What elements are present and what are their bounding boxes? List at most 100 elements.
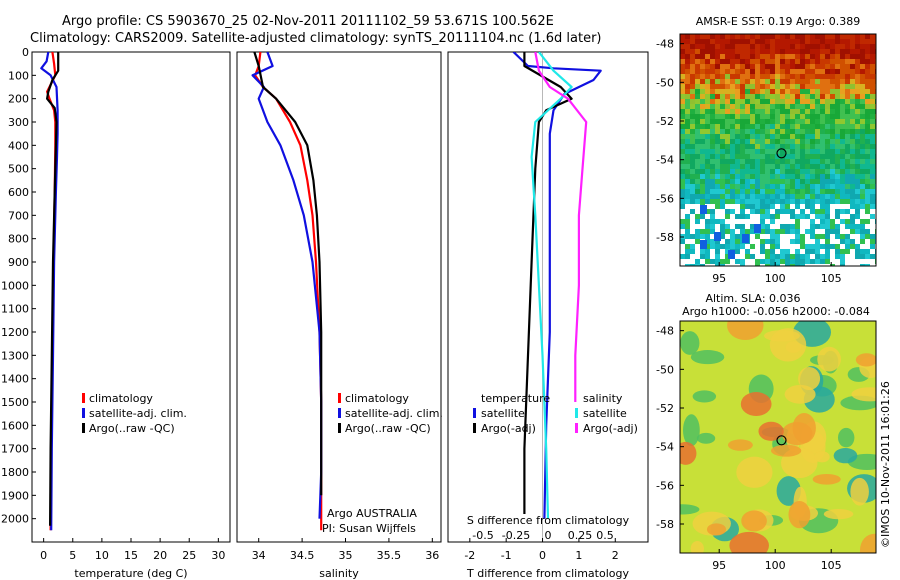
sst-cell bbox=[735, 104, 740, 109]
sst-cell bbox=[705, 224, 710, 229]
sst-cell bbox=[720, 199, 725, 204]
sst-cell bbox=[760, 69, 765, 74]
sst-cell bbox=[710, 219, 715, 224]
sst-cell bbox=[760, 174, 765, 179]
sst-cell bbox=[740, 229, 745, 234]
sla-anomaly-blob bbox=[740, 392, 772, 417]
sst-cell bbox=[700, 149, 705, 154]
sst-cell bbox=[770, 169, 775, 174]
sst-cell bbox=[810, 99, 815, 104]
sla-anomaly-blob bbox=[736, 456, 773, 488]
sst-cell bbox=[700, 34, 705, 39]
sst-cell bbox=[845, 124, 850, 129]
sst-cell bbox=[730, 154, 735, 159]
sst-cell bbox=[680, 174, 685, 179]
sst-cell bbox=[770, 84, 775, 89]
sst-cell bbox=[855, 209, 860, 214]
sst-cell bbox=[705, 144, 710, 149]
sst-cell bbox=[815, 104, 820, 109]
sst-cell bbox=[715, 229, 720, 234]
sst-cell bbox=[745, 84, 750, 89]
sst-cell bbox=[680, 224, 685, 229]
sst-cell bbox=[680, 99, 685, 104]
sst-cell bbox=[810, 49, 815, 54]
sst-cell bbox=[705, 139, 710, 144]
sst-cell bbox=[775, 249, 780, 254]
sst-cell bbox=[830, 159, 835, 164]
sst-cell bbox=[700, 194, 705, 199]
sst-cell bbox=[815, 89, 820, 94]
sst-cell bbox=[865, 214, 870, 219]
sst-cell bbox=[710, 129, 715, 134]
sst-cell bbox=[800, 114, 805, 119]
sst-cell bbox=[820, 179, 825, 184]
sst-cell bbox=[760, 159, 765, 164]
sla-anomaly-blob bbox=[785, 341, 802, 353]
sst-cell bbox=[705, 189, 710, 194]
sst-cell bbox=[845, 159, 850, 164]
sst-cell bbox=[790, 144, 795, 149]
sst-cell bbox=[685, 179, 690, 184]
sst-cell bbox=[715, 39, 720, 44]
sst-cell bbox=[695, 79, 700, 84]
sst-cell bbox=[695, 234, 700, 239]
sst-cell bbox=[695, 119, 700, 124]
sst-cell bbox=[790, 129, 795, 134]
sst-cell bbox=[725, 114, 730, 119]
sst-cell bbox=[725, 64, 730, 69]
sst-cell bbox=[685, 44, 690, 49]
sst-cell bbox=[770, 174, 775, 179]
sst-cell bbox=[715, 249, 720, 254]
sst-cell bbox=[720, 254, 725, 259]
sst-cell bbox=[805, 144, 810, 149]
sst-cell bbox=[765, 99, 770, 104]
sst-cell bbox=[850, 84, 855, 89]
sst-cell bbox=[825, 99, 830, 104]
sst-cell bbox=[835, 114, 840, 119]
sst-cell bbox=[690, 254, 695, 259]
sst-cell bbox=[815, 129, 820, 134]
sst-cell bbox=[715, 144, 720, 149]
sst-cell bbox=[690, 89, 695, 94]
sst-cell bbox=[685, 134, 690, 139]
sst-cell bbox=[830, 129, 835, 134]
sst-cell bbox=[835, 154, 840, 159]
sst-cell bbox=[775, 94, 780, 99]
sst-cell bbox=[770, 184, 775, 189]
sst-cell bbox=[830, 239, 835, 244]
sst-cell bbox=[835, 34, 840, 39]
sst-cell bbox=[760, 179, 765, 184]
sst-cell bbox=[695, 99, 700, 104]
sst-cell bbox=[775, 44, 780, 49]
sst-cell bbox=[790, 104, 795, 109]
sst-cell bbox=[835, 109, 840, 114]
sst-cell bbox=[815, 124, 820, 129]
sla-anomaly-blob bbox=[680, 331, 700, 355]
sst-cell bbox=[825, 224, 830, 229]
depth-axis: 0100200300400500600700800900100011001200… bbox=[1, 46, 36, 526]
sst-cell bbox=[720, 79, 725, 84]
sst-cell bbox=[805, 194, 810, 199]
sst-cell bbox=[740, 114, 745, 119]
sst-cell bbox=[860, 44, 865, 49]
sst-cell bbox=[855, 124, 860, 129]
sst-cell bbox=[765, 149, 770, 154]
temperature-x-axis: 0 5 10 15 20 25 30 bbox=[40, 538, 225, 562]
sst-cell bbox=[825, 129, 830, 134]
x-tick-label: 0 bbox=[40, 549, 47, 562]
sst-cell bbox=[735, 209, 740, 214]
sst-cell bbox=[750, 259, 755, 264]
sst-cell bbox=[805, 244, 810, 249]
sst-cell bbox=[840, 214, 845, 219]
sst-cell bbox=[760, 199, 765, 204]
sst-cell bbox=[730, 259, 735, 264]
sst-cell bbox=[840, 159, 845, 164]
sst-cell bbox=[775, 189, 780, 194]
lat-tick-label: -52 bbox=[656, 115, 674, 128]
sst-cell bbox=[865, 44, 870, 49]
sst-cell bbox=[840, 89, 845, 94]
sst-cell bbox=[705, 64, 710, 69]
depth-tick-label: 1700 bbox=[1, 443, 29, 456]
sst-map bbox=[680, 34, 876, 266]
sst-cell bbox=[685, 174, 690, 179]
